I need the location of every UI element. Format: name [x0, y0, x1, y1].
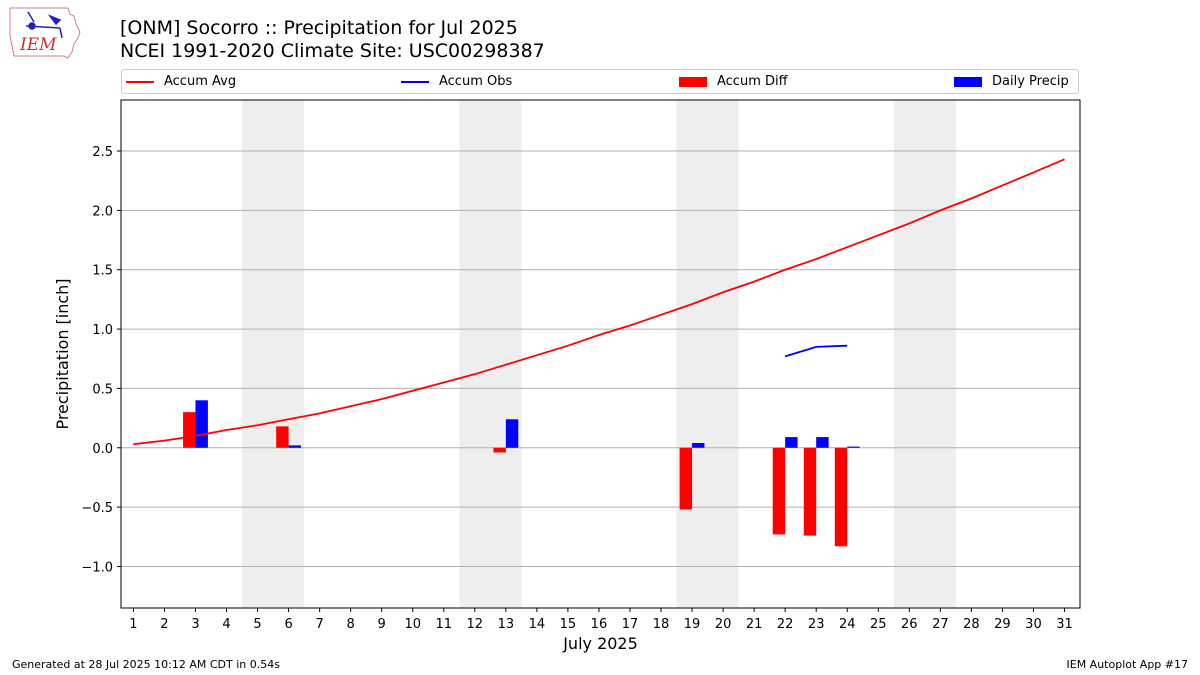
y-tick-label: 2.0: [92, 204, 113, 219]
legend-label-accum-avg: Accum Avg: [164, 74, 237, 89]
x-tick-label: 8: [347, 617, 355, 632]
x-tick-label: 2: [160, 617, 168, 632]
chart-title: [ONM] Socorro :: Precipitation for Jul 2…: [120, 17, 518, 39]
bar-accum-diff: [493, 447, 506, 453]
y-tick-label: 1.0: [92, 323, 113, 338]
y-tick-label: 0.5: [92, 382, 113, 397]
legend: Accum Avg Accum Obs Accum Diff Daily Pre…: [121, 69, 1079, 94]
series-accum-avg: [133, 158, 1065, 446]
x-tick-label: 24: [839, 617, 856, 632]
bar-daily-precip: [785, 437, 798, 448]
x-tick-label: 30: [1025, 617, 1042, 632]
weekend-band: [242, 100, 305, 608]
legend-item-accum-obs: Accum Obs: [401, 74, 512, 89]
legend-item-accum-diff: Accum Diff: [679, 74, 788, 89]
bar-daily-precip: [505, 419, 519, 448]
x-tick-label: 31: [1056, 617, 1073, 632]
x-tick-label: 17: [622, 617, 639, 632]
x-tick-label: 5: [253, 617, 261, 632]
y-tick-label: −1.0: [81, 560, 113, 575]
x-tick-label: 18: [653, 617, 670, 632]
x-tick-label: 28: [963, 617, 980, 632]
y-tick-label: 1.5: [92, 264, 113, 279]
x-tick-label: 26: [901, 617, 918, 632]
legend-item-daily-precip: Daily Precip: [954, 74, 1069, 89]
bar-accum-diff: [772, 447, 786, 535]
bar-accum-diff: [834, 447, 848, 547]
x-tick-label: 21: [746, 617, 763, 632]
bar-accum-diff: [276, 426, 289, 448]
x-tick-label: 9: [378, 617, 386, 632]
weekend-band: [459, 100, 522, 608]
y-axis-label: Precipitation [inch]: [53, 278, 72, 429]
weekend-band: [676, 100, 739, 608]
bar-accum-diff: [803, 447, 817, 536]
bar-daily-precip: [288, 445, 302, 448]
x-tick-label: 7: [315, 617, 323, 632]
footer-app-id: IEM Autoplot App #17: [1066, 658, 1189, 671]
plot-frame: [120, 99, 1081, 609]
x-tick-label: 3: [191, 617, 199, 632]
legend-swatch-daily-precip: [954, 76, 982, 87]
chart-subtitle: NCEI 1991-2020 Climate Site: USC00298387: [120, 40, 545, 62]
legend-item-accum-avg: Accum Avg: [126, 74, 236, 89]
x-tick-label: 29: [994, 617, 1011, 632]
x-tick-label: 11: [435, 617, 452, 632]
legend-swatch-accum-avg: [126, 80, 154, 83]
legend-swatch-accum-diff: [679, 76, 707, 87]
y-tick-label: 0.0: [92, 442, 113, 457]
x-tick-label: 20: [715, 617, 732, 632]
footer-generated: Generated at 28 Jul 2025 10:12 AM CDT in…: [12, 658, 280, 671]
bar-daily-precip: [847, 446, 860, 448]
bar-accum-diff: [183, 412, 196, 448]
x-tick-label: 16: [591, 617, 608, 632]
x-tick-label: 10: [404, 617, 421, 632]
x-tick-label: 14: [529, 617, 546, 632]
bar-daily-precip: [816, 437, 829, 448]
y-tick-label: 2.5: [92, 145, 113, 160]
x-tick-label: 13: [498, 617, 515, 632]
x-tick-label: 22: [777, 617, 794, 632]
x-tick-label: 12: [467, 617, 484, 632]
x-tick-label: 15: [560, 617, 577, 632]
bar-accum-diff: [679, 447, 693, 510]
x-tick-label: 4: [222, 617, 230, 632]
x-tick-label: 1: [129, 617, 137, 632]
legend-label-daily-precip: Daily Precip: [992, 74, 1069, 89]
x-axis-label: July 2025: [562, 634, 638, 653]
legend-label-accum-diff: Accum Diff: [717, 74, 788, 89]
logo-text: IEM: [19, 35, 57, 55]
y-tick-label: −0.5: [81, 501, 113, 516]
series-accum-obs: [784, 344, 848, 358]
x-tick-label: 27: [932, 617, 949, 632]
bar-daily-precip: [692, 443, 705, 448]
x-tick-label: 23: [808, 617, 825, 632]
legend-swatch-accum-obs: [401, 80, 429, 83]
iem-logo: IEM: [9, 7, 81, 59]
bar-daily-precip: [195, 400, 208, 448]
x-tick-label: 25: [870, 617, 887, 632]
x-tick-label: 19: [684, 617, 701, 632]
weekend-band: [893, 100, 956, 608]
legend-label-accum-obs: Accum Obs: [439, 74, 513, 89]
x-tick-label: 6: [284, 617, 292, 632]
